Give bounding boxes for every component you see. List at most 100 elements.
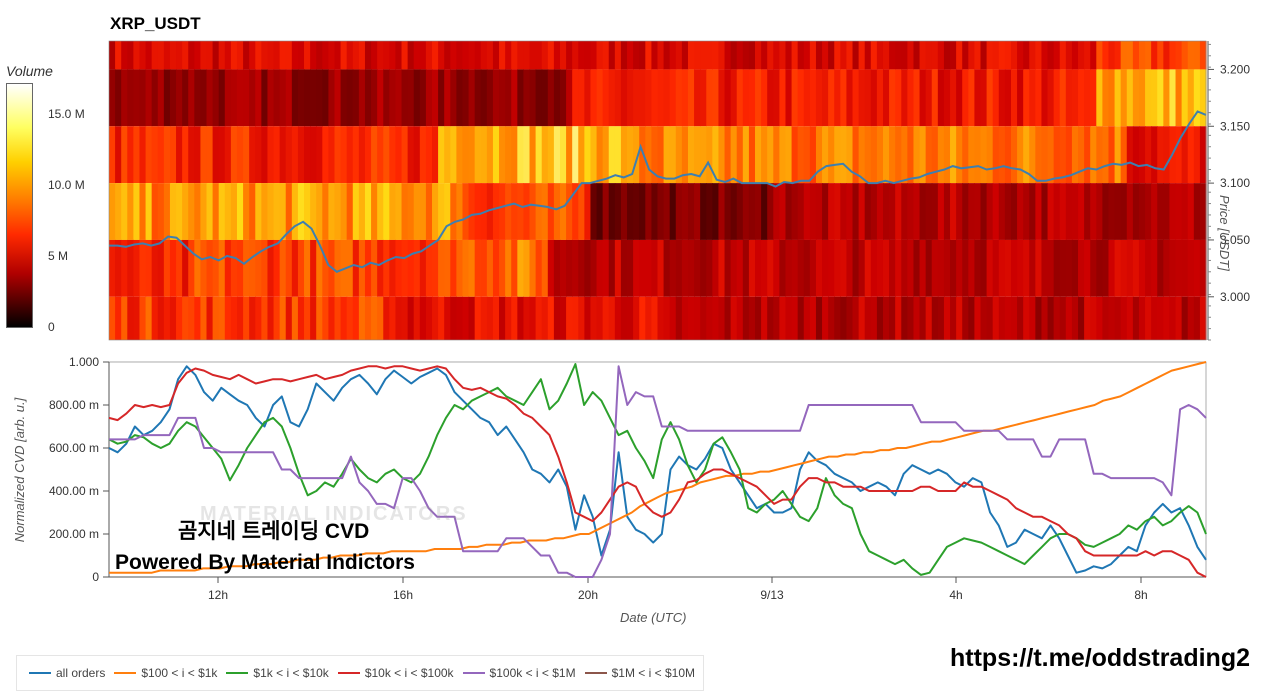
heatmap-cell (352, 41, 360, 70)
heatmap-cell (627, 69, 634, 127)
heatmap-cell (1114, 41, 1122, 70)
heatmap-cell (468, 296, 476, 340)
heatmap-cell (791, 183, 799, 240)
heatmap-cell (139, 126, 147, 184)
heatmap-cell (377, 296, 384, 340)
heatmap-cell (145, 41, 153, 70)
heatmap-cell (1157, 296, 1164, 340)
heatmap-cell (590, 296, 598, 340)
legend-item[interactable]: $100 < i < $1k (114, 666, 217, 680)
chart-legend[interactable]: all orders $100 < i < $1k $1k < i < $10k $1… (16, 655, 704, 691)
telegram-link[interactable]: https://t.me/oddstrading2 (950, 644, 1250, 672)
heatmap-cell (1053, 69, 1061, 127)
heatmap-cell (297, 69, 305, 127)
heatmap-cell (669, 126, 677, 184)
heatmap-cell (1029, 41, 1036, 70)
heatmap-cell (383, 183, 390, 240)
heatmap-cell (115, 126, 122, 184)
heatmap-cell (133, 183, 141, 240)
heatmap-cell (133, 126, 141, 184)
heatmap-cell (657, 239, 665, 297)
heatmap-cell (803, 41, 811, 70)
heatmap-cell (992, 69, 1000, 127)
heatmap-cell (937, 239, 945, 297)
heatmap-cell (718, 239, 726, 297)
heatmap-cell (755, 183, 762, 240)
heatmap-cell (907, 69, 915, 127)
heatmap-cell (547, 41, 555, 70)
heatmap-cell (200, 239, 208, 297)
heatmap-cell (633, 183, 640, 240)
heatmap-cell (224, 69, 232, 127)
heatmap-cell (846, 296, 854, 340)
heatmap-cell (834, 183, 841, 240)
legend-item[interactable]: all orders (29, 666, 105, 680)
heatmap-cell (157, 183, 165, 240)
heatmap-cell (566, 239, 573, 297)
heatmap-cell (346, 183, 354, 240)
heatmap-cell (279, 126, 287, 184)
heatmap-cell (785, 41, 793, 70)
colorbar-tick: 0 (48, 320, 55, 334)
heatmap-cell (346, 126, 354, 184)
heatmap-cell (1163, 69, 1171, 127)
heatmap-cell (450, 41, 457, 70)
price-heatmap[interactable]: 3.200 3.150 3.100 3.050 3.000 (0, 0, 1280, 350)
heatmap-cell (602, 183, 610, 240)
heatmap-cell (236, 239, 244, 297)
heatmap-cell (1053, 183, 1061, 240)
heatmap-cell (1084, 126, 1091, 184)
heatmap-cell (1010, 69, 1018, 127)
heatmap-cell (163, 183, 171, 240)
legend-item[interactable]: $100k < i < $1M (462, 666, 576, 680)
heatmap-cell (901, 41, 908, 70)
heatmap-cell (249, 239, 256, 297)
heatmap-cell (444, 41, 451, 70)
heatmap-cell (529, 69, 537, 127)
heatmap-cell (864, 69, 872, 127)
heatmap-cell (895, 126, 902, 184)
heatmap-cell (596, 239, 604, 297)
heatmap-cell (791, 69, 799, 127)
heatmap-cell (206, 296, 214, 340)
heatmap-cell (358, 126, 366, 184)
legend-item[interactable]: $1M < i < $10M (584, 666, 695, 680)
heatmap-cell (511, 126, 518, 184)
legend-item[interactable]: $1k < i < $10k (226, 666, 329, 680)
heatmap-cell (547, 183, 555, 240)
heatmap-cell (828, 239, 835, 297)
heatmap-cell (681, 183, 689, 240)
heatmap-cell (748, 183, 756, 240)
heatmap-cell (553, 239, 561, 297)
heatmap-cell (279, 41, 287, 70)
heatmap-cell (109, 41, 116, 70)
heatmap-cell (572, 296, 579, 340)
heatmap-cell (492, 126, 500, 184)
heatmap-cell (230, 41, 238, 70)
heatmap-cell (925, 296, 933, 340)
heatmap-cell (889, 296, 896, 340)
heatmap-cell (980, 69, 988, 127)
legend-item[interactable]: $10k < i < $100k (337, 666, 454, 680)
heatmap-cell (127, 183, 134, 240)
heatmap-cell (1090, 41, 1097, 70)
heatmap-cell (1059, 41, 1067, 70)
heatmap-cell (822, 296, 829, 340)
heatmap-cell (212, 126, 220, 184)
heatmap-cell (450, 183, 457, 240)
heatmap-cell (511, 41, 518, 70)
heatmap-cell (419, 126, 427, 184)
heatmap-cell (316, 183, 323, 240)
heatmap-cell (627, 126, 634, 184)
heatmap-cell (992, 296, 1000, 340)
heatmap-cell (176, 126, 183, 184)
heatmap-cell (340, 69, 348, 127)
heatmap-cell (377, 239, 384, 297)
heatmap-cell (310, 239, 317, 297)
heatmap-cell (724, 69, 732, 127)
heatmap-cell (188, 126, 195, 184)
heatmap-cell (206, 239, 214, 297)
heatmap-cell (450, 296, 457, 340)
cvd-chart[interactable]: 12h 16h 20h 9/13 4h 8h 1.000 800.00 m 600.00 m 40… (0, 0, 1280, 640)
heatmap-cell (901, 239, 908, 297)
